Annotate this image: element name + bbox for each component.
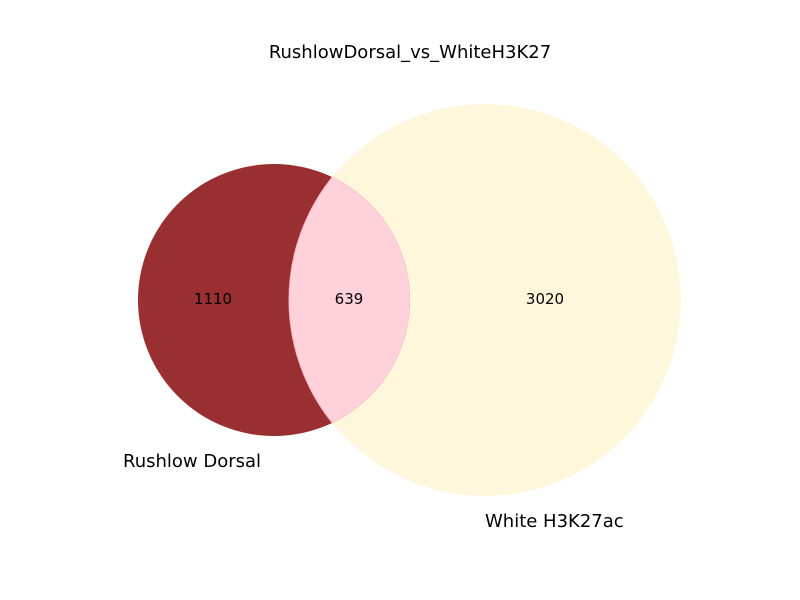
set-b-label: White H3K27ac: [485, 511, 624, 532]
intersection-count: 639: [335, 290, 364, 308]
set-a-only-count: 1110: [194, 290, 232, 308]
set-b-circle: [289, 104, 681, 496]
set-a-label: Rushlow Dorsal: [123, 451, 261, 472]
diagram-title: RushlowDorsal_vs_WhiteH3K27: [269, 42, 551, 63]
set-b-only-count: 3020: [526, 290, 564, 308]
